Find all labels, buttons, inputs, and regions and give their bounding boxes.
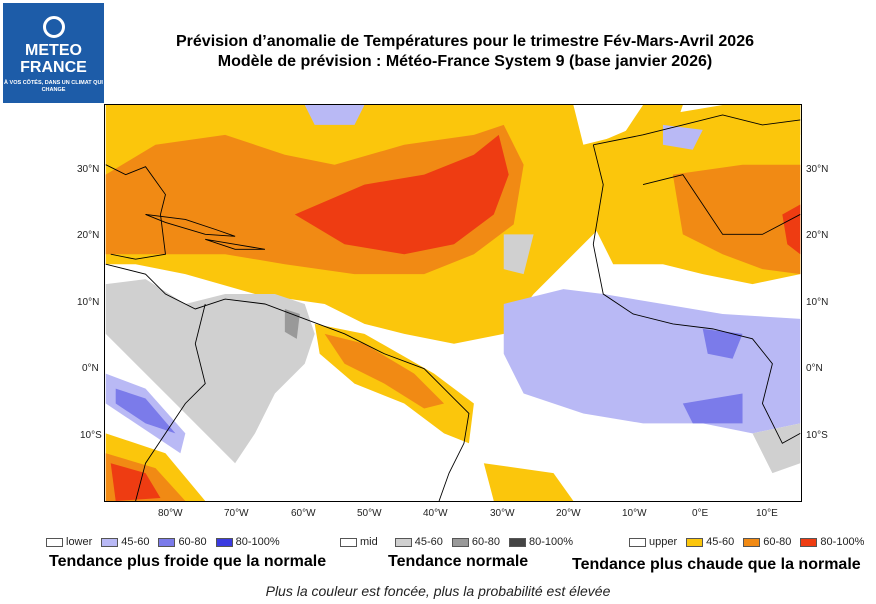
lon-tick: 0°E <box>692 508 709 519</box>
lon-tick: 10°W <box>622 508 647 519</box>
page-title: Prévision d’anomalie de Températures pou… <box>110 32 820 72</box>
legend-swatch <box>451 537 469 547</box>
legend-label: 45-60 <box>414 536 443 548</box>
cold-60-80 <box>115 328 743 434</box>
lat-tick-right: 10°S <box>806 430 828 441</box>
legend-swatch <box>743 537 761 547</box>
lat-tick-left: 10°S <box>80 430 102 441</box>
meteo-france-logo: METEO FRANCE À VOS CÔTÉS, DANS UN CLIMAT… <box>3 3 104 103</box>
logo-text: METEO <box>25 42 82 59</box>
legend-swatch <box>158 537 176 547</box>
title-line1: Prévision d’anomalie de Températures pou… <box>176 33 754 50</box>
lat-tick-right: 30°N <box>806 164 829 175</box>
legend-lower: lower 45-60 60-80 80-100% <box>46 536 280 548</box>
legend-swatch <box>215 537 233 547</box>
legend-label: lower <box>66 536 93 548</box>
lon-tick: 70°W <box>224 508 249 519</box>
lon-tick: 10°E <box>756 508 778 519</box>
legend-label: 60-80 <box>763 536 792 548</box>
logo-icon <box>42 16 65 38</box>
lon-tick: 30°W <box>490 508 515 519</box>
normal-60-80 <box>284 308 300 339</box>
lon-tick: 20°W <box>556 508 581 519</box>
legend-swatch <box>629 537 646 547</box>
legend-label: 45-60 <box>121 536 150 548</box>
legend-label: 45-60 <box>706 536 735 548</box>
legend-mid: mid 45-60 60-80 80-100% <box>340 536 573 548</box>
legend-title-warm: Tendance plus chaude que la normale <box>572 556 861 573</box>
lat-tick-left: 0°N <box>82 363 99 374</box>
legend-label: 80-100% <box>529 536 574 548</box>
lat-tick-right: 10°N <box>806 297 829 308</box>
legend-label: upper <box>649 536 678 548</box>
legend-label: 60-80 <box>471 536 501 548</box>
legend-swatch <box>340 537 357 547</box>
lon-tick: 50°W <box>357 508 382 519</box>
anomaly-map <box>104 104 802 502</box>
legend-swatch <box>46 537 63 547</box>
legend-upper: upper 45-60 60-80 80-100% <box>629 536 864 548</box>
logo-tagline: À VOS CÔTÉS, DANS UN CLIMAT QUI CHANGE <box>4 80 103 93</box>
legend-swatch <box>800 537 818 547</box>
warm-80-100 <box>110 134 801 501</box>
lon-tick: 60°W <box>291 508 316 519</box>
title-line2: Modèle de prévision : Météo-France Syste… <box>217 53 713 70</box>
lat-tick-left: 20°N <box>77 230 100 241</box>
legend-swatch <box>394 537 412 547</box>
lat-tick-left: 10°N <box>77 297 100 308</box>
footer-note: Plus la couleur est foncée, plus la prob… <box>265 583 611 599</box>
legend-swatch <box>509 537 527 547</box>
lon-tick: 40°W <box>423 508 448 519</box>
legend-title-normal: Tendance normale <box>388 553 529 570</box>
lat-tick-right: 20°N <box>806 230 829 241</box>
lat-tick-left: 30°N <box>77 164 100 175</box>
legend-label: 60-80 <box>178 536 207 548</box>
coastlines <box>105 114 801 502</box>
legend-label: 80-100% <box>235 536 280 548</box>
legend-swatch <box>101 537 119 547</box>
lon-tick: 80°W <box>158 508 183 519</box>
legend-swatch <box>686 537 704 547</box>
logo-text: FRANCE <box>20 59 87 76</box>
legend-label: mid <box>360 536 378 548</box>
legend-title-cold: Tendance plus froide que la normale <box>49 553 327 570</box>
legend-label: 80-100% <box>820 536 865 548</box>
lat-tick-right: 0°N <box>806 363 823 374</box>
normal-45-60 <box>105 234 801 474</box>
